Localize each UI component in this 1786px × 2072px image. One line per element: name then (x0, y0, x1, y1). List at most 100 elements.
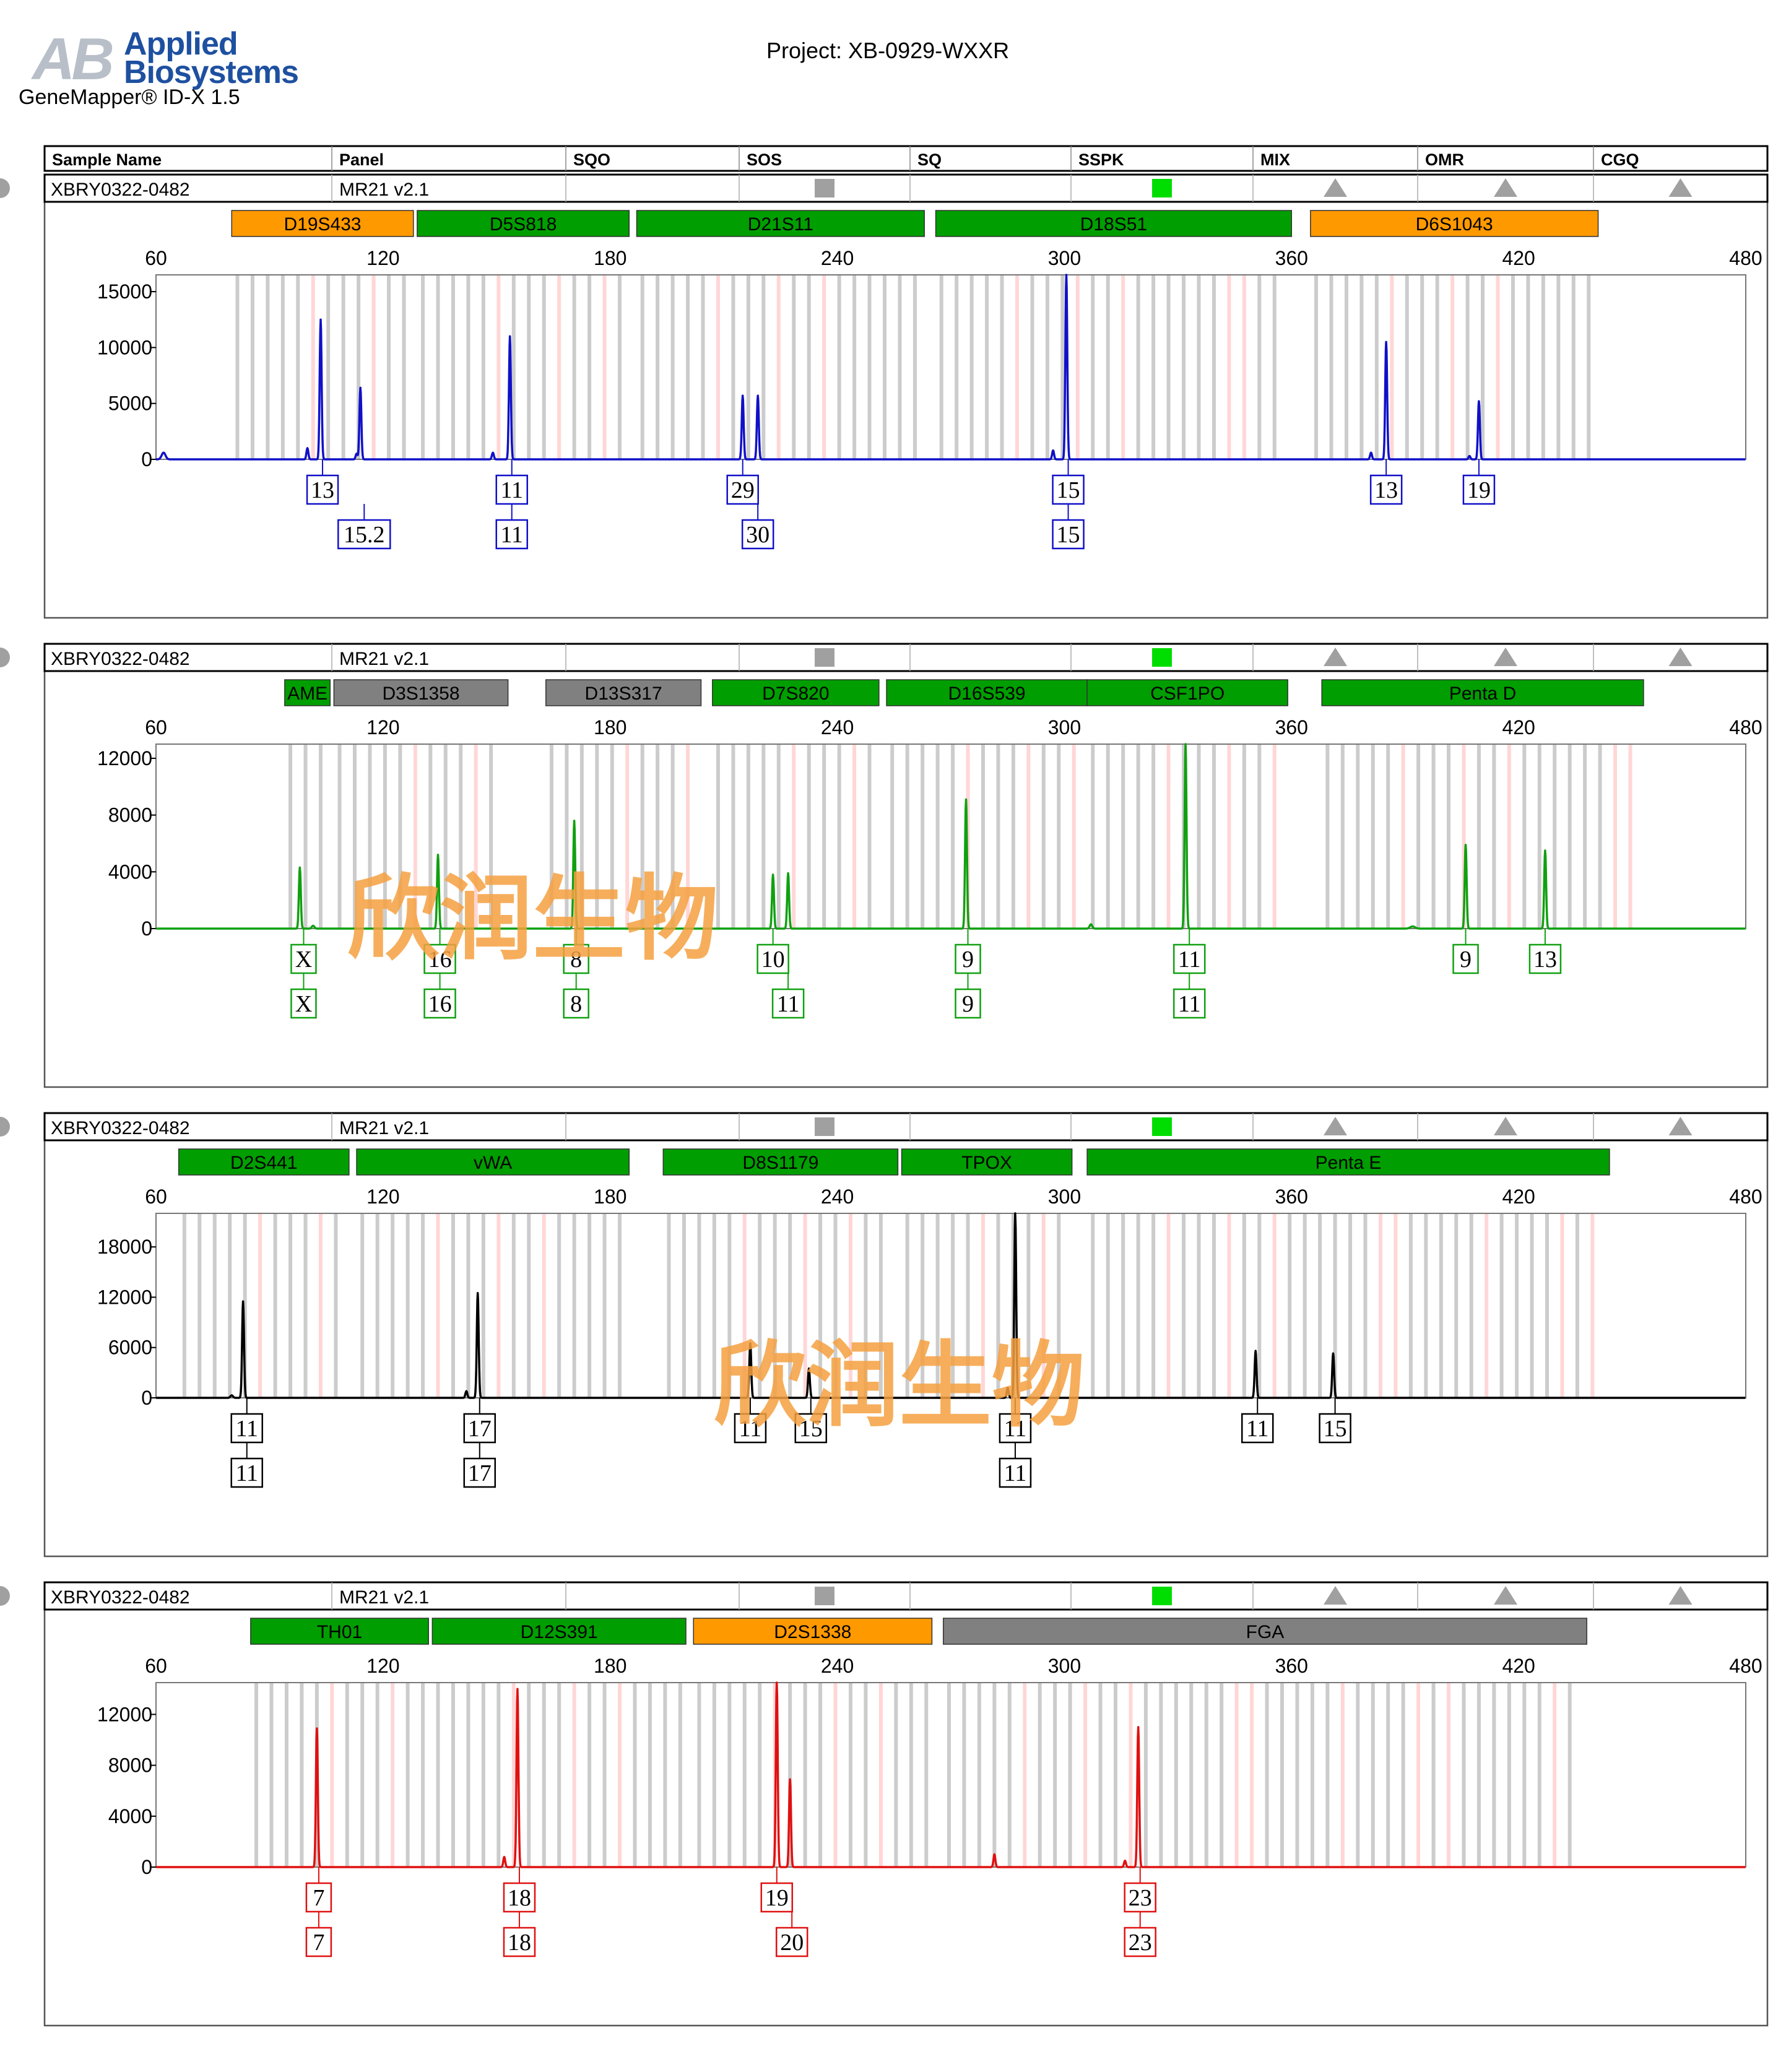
allele-call-box[interactable] (741, 519, 774, 550)
allele-call-box[interactable] (503, 1927, 536, 1957)
allele-call-box[interactable] (999, 1457, 1032, 1488)
quality-flag-triangle-icon[interactable] (1324, 1586, 1347, 1605)
quality-flag-triangle-icon[interactable] (1668, 1586, 1693, 1605)
panel-name: MR21 v2.1 (339, 649, 429, 669)
locus-bar-d13s317[interactable] (545, 679, 702, 706)
allele-call-box[interactable] (230, 1457, 263, 1488)
locus-bar-d8s1179[interactable] (662, 1148, 899, 1176)
locus-bar-fga[interactable] (943, 1618, 1587, 1645)
x-tick-label: 120 (366, 1186, 399, 1208)
locus-bar-d21s11[interactable] (636, 210, 925, 237)
allele-call-box[interactable] (1052, 519, 1085, 550)
allele-call-box[interactable] (771, 988, 805, 1019)
locus-bar-penta-d[interactable] (1321, 679, 1644, 706)
allele-call-box[interactable] (337, 519, 391, 550)
allele-call-box[interactable] (1124, 1927, 1156, 1957)
quality-flag-circle-icon[interactable] (0, 1586, 10, 1606)
locus-bar-d12s391[interactable] (431, 1618, 687, 1645)
allele-call-box[interactable] (1173, 943, 1206, 974)
allele-call-box[interactable] (1173, 988, 1206, 1019)
locus-bar-penta-e[interactable] (1086, 1148, 1610, 1176)
allele-call-box[interactable] (503, 1882, 536, 1913)
x-tick-label: 180 (594, 1655, 626, 1677)
locus-bar-d19s433[interactable] (231, 210, 414, 237)
allele-call-box[interactable] (955, 988, 981, 1019)
quality-flag-triangle-icon[interactable] (1494, 1117, 1517, 1135)
column-header-cgq: CGQ (1601, 150, 1639, 169)
allele-call-box[interactable] (794, 1413, 828, 1444)
allele-call-box[interactable] (1319, 1413, 1351, 1444)
locus-label: D16S539 (948, 683, 1026, 704)
allele-call-box[interactable] (775, 1927, 808, 1957)
locus-label: AME (287, 683, 327, 704)
quality-flag-square-icon[interactable] (815, 1587, 834, 1605)
bin-markers (235, 275, 1591, 459)
allele-call-box[interactable] (290, 988, 317, 1019)
locus-bar-d2s1338[interactable] (693, 1618, 933, 1645)
locus-bar-tpox[interactable] (901, 1148, 1073, 1176)
allele-call-box[interactable] (423, 988, 456, 1019)
quality-flag-triangle-icon[interactable] (1668, 648, 1693, 666)
x-tick-label: 240 (821, 247, 854, 269)
trace-red (155, 1681, 1746, 1868)
locus-bar-d7s820[interactable] (712, 679, 880, 706)
quality-pass-square-icon[interactable] (1152, 648, 1172, 667)
quality-flag-triangle-icon[interactable] (1324, 1117, 1347, 1135)
allele-call-box[interactable] (1241, 1413, 1274, 1444)
quality-flag-triangle-icon[interactable] (1324, 178, 1347, 197)
quality-flag-square-icon[interactable] (815, 1117, 834, 1136)
allele-call-label: 11 (235, 1416, 258, 1442)
allele-call-box[interactable] (290, 943, 317, 974)
quality-flag-square-icon[interactable] (815, 648, 834, 667)
trace-blue (155, 274, 1746, 461)
allele-call-box[interactable] (1528, 943, 1562, 974)
allele-call-box[interactable] (756, 943, 789, 974)
quality-flag-triangle-icon[interactable] (1668, 178, 1693, 197)
x-tick-label: 60 (145, 716, 167, 739)
locus-bar-th01[interactable] (250, 1618, 429, 1645)
quality-pass-square-icon[interactable] (1152, 179, 1172, 197)
plot-area (155, 274, 1746, 460)
panel-name: MR21 v2.1 (339, 180, 429, 200)
quality-flag-square-icon[interactable] (815, 179, 834, 197)
locus-bar-d6s1043[interactable] (1310, 210, 1599, 237)
allele-call-box[interactable] (1452, 943, 1479, 974)
quality-flag-triangle-icon[interactable] (1324, 648, 1347, 666)
locus-bar-d2s441[interactable] (178, 1148, 350, 1176)
quality-flag-circle-icon[interactable] (0, 178, 10, 198)
quality-flag-circle-icon[interactable] (0, 1117, 10, 1137)
x-tick-label: 420 (1502, 247, 1535, 269)
locus-bar-d3s1358[interactable] (333, 679, 509, 706)
allele-call-box[interactable] (1462, 474, 1496, 505)
allele-call-box[interactable] (760, 1882, 793, 1913)
allele-call-box[interactable] (305, 1927, 332, 1957)
locus-bar-d16s539[interactable] (886, 679, 1088, 706)
allele-call-box[interactable] (495, 519, 528, 550)
allele-call-box[interactable] (734, 1413, 767, 1444)
allele-call-box[interactable] (563, 988, 589, 1019)
quality-pass-square-icon[interactable] (1152, 1587, 1172, 1605)
allele-call-box[interactable] (306, 474, 339, 505)
quality-flag-triangle-icon[interactable] (1494, 1586, 1517, 1605)
allele-call-box[interactable] (423, 943, 456, 974)
quality-pass-square-icon[interactable] (1152, 1117, 1172, 1136)
allele-call-box[interactable] (726, 474, 759, 505)
x-tick-label: 60 (145, 1186, 167, 1208)
quality-flag-triangle-icon[interactable] (1494, 178, 1517, 197)
report-header: AB Applied Biosystems GeneMapper® ID-X 1… (0, 0, 1786, 142)
x-tick-label: 300 (1048, 716, 1081, 739)
locus-bar-d18s51[interactable] (935, 210, 1293, 237)
allele-call-box[interactable] (463, 1457, 496, 1488)
quality-flag-triangle-icon[interactable] (1668, 1117, 1693, 1135)
locus-bar-d5s818[interactable] (417, 210, 630, 237)
allele-call-box[interactable] (955, 943, 981, 974)
quality-flag-triangle-icon[interactable] (1494, 648, 1517, 666)
locus-bar-vwa[interactable] (356, 1148, 630, 1176)
allele-call-box[interactable] (1124, 1882, 1156, 1913)
locus-bar-ame[interactable] (284, 679, 331, 706)
locus-label: D5S818 (490, 214, 557, 235)
locus-bar-csf1po[interactable] (1086, 679, 1288, 706)
allele-call-box[interactable] (1369, 474, 1403, 505)
allele-call-box[interactable] (230, 1413, 263, 1444)
quality-flag-circle-icon[interactable] (0, 648, 10, 667)
